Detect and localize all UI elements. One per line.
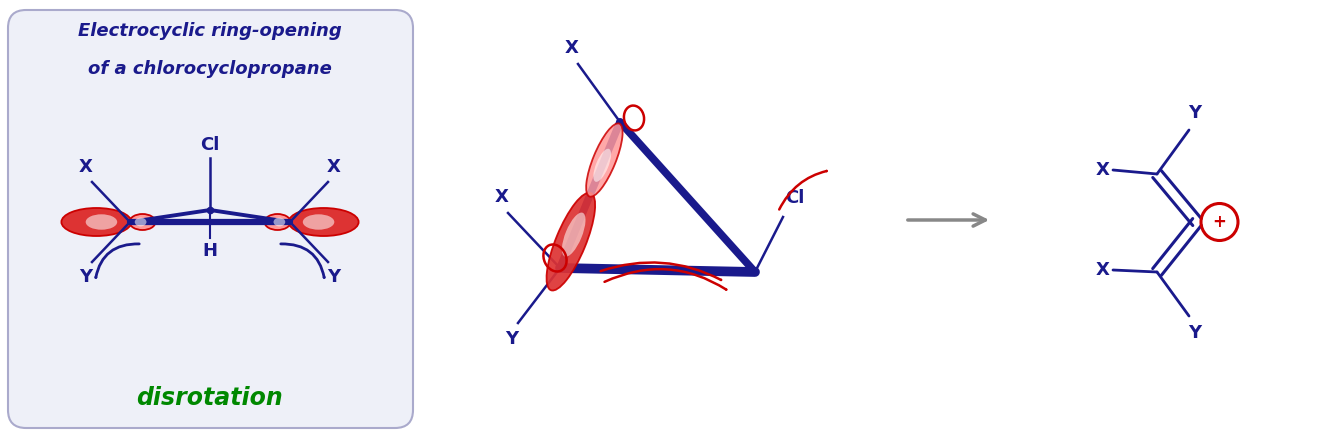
FancyArrowPatch shape <box>281 244 325 278</box>
Text: Y: Y <box>79 268 92 286</box>
Ellipse shape <box>135 218 147 227</box>
Text: Cl: Cl <box>785 189 804 207</box>
Text: disrotation: disrotation <box>137 386 284 410</box>
FancyArrowPatch shape <box>95 244 139 278</box>
Text: X: X <box>1096 261 1110 279</box>
Text: +: + <box>1213 213 1226 231</box>
Text: of a chlorocyclopropane: of a chlorocyclopropane <box>88 60 331 78</box>
FancyArrowPatch shape <box>601 262 721 280</box>
Text: Electrocyclic ring-opening: Electrocyclic ring-opening <box>78 22 342 40</box>
Text: Y: Y <box>1188 324 1201 342</box>
Ellipse shape <box>62 208 132 236</box>
Text: X: X <box>1096 161 1110 179</box>
Text: Y: Y <box>1188 104 1201 122</box>
Ellipse shape <box>302 214 334 230</box>
Ellipse shape <box>86 214 117 230</box>
Ellipse shape <box>264 214 290 230</box>
Text: Y: Y <box>327 268 341 286</box>
Text: Y: Y <box>506 330 519 348</box>
Ellipse shape <box>546 193 595 290</box>
Ellipse shape <box>594 149 611 182</box>
FancyBboxPatch shape <box>8 10 413 428</box>
FancyArrowPatch shape <box>779 171 826 209</box>
Ellipse shape <box>273 218 285 227</box>
Ellipse shape <box>586 123 623 197</box>
Text: Cl: Cl <box>201 136 219 154</box>
Ellipse shape <box>289 208 359 236</box>
Ellipse shape <box>562 213 586 257</box>
Text: X: X <box>79 158 92 176</box>
Text: X: X <box>565 39 579 57</box>
FancyArrowPatch shape <box>605 269 726 290</box>
Text: X: X <box>495 188 510 206</box>
Ellipse shape <box>129 214 156 230</box>
Text: X: X <box>327 158 341 176</box>
Text: H: H <box>202 242 218 260</box>
